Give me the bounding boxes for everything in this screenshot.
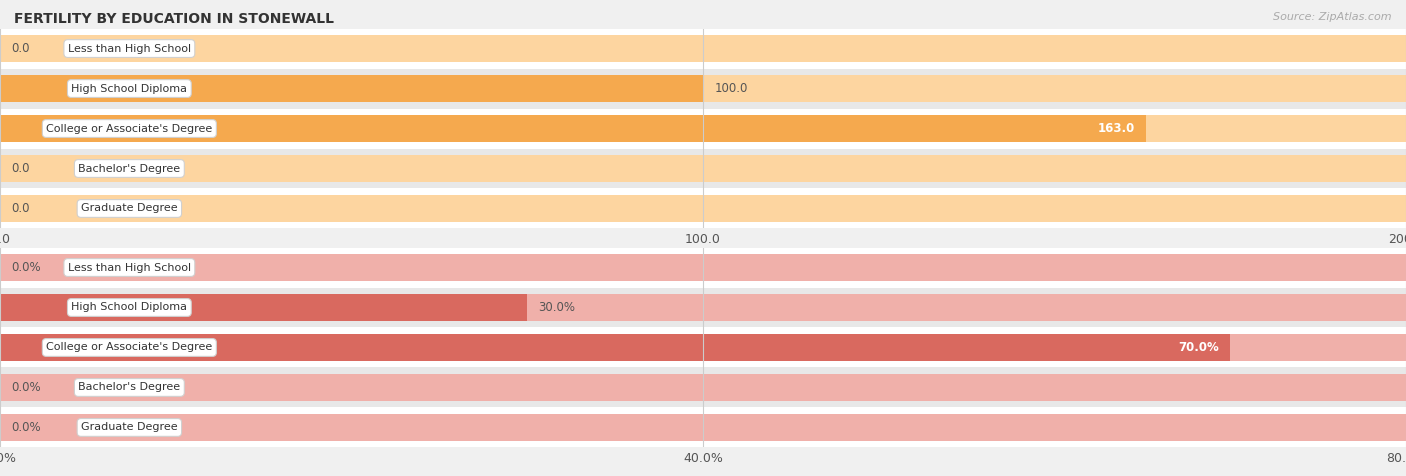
Text: 0.0: 0.0 (11, 162, 30, 175)
Text: 0.0%: 0.0% (11, 381, 41, 394)
Bar (0, 35, 1406, 62)
Bar (0, 115, 1406, 142)
Bar (0, 195, 1406, 222)
Text: FERTILITY BY EDUCATION IN STONEWALL: FERTILITY BY EDUCATION IN STONEWALL (14, 12, 335, 26)
Bar (0, 294, 1406, 321)
Text: College or Associate's Degree: College or Associate's Degree (46, 342, 212, 353)
Bar (0, 248, 1406, 288)
Bar (0, 367, 1406, 407)
Bar (0, 334, 1406, 361)
Text: Graduate Degree: Graduate Degree (82, 422, 177, 433)
Bar (0, 29, 1406, 69)
Bar (0, 254, 1406, 281)
Text: Less than High School: Less than High School (67, 262, 191, 273)
Bar (0, 155, 1406, 182)
Bar (0, 109, 1406, 149)
Text: 163.0: 163.0 (1098, 122, 1135, 135)
Bar (0, 188, 1406, 228)
Bar (0, 69, 1406, 109)
Text: Source: ZipAtlas.com: Source: ZipAtlas.com (1274, 12, 1392, 22)
Bar (0, 407, 1406, 447)
Text: College or Associate's Degree: College or Associate's Degree (46, 123, 212, 134)
Bar (0, 294, 527, 321)
Bar (0, 414, 1406, 441)
Bar (0, 149, 1406, 188)
Bar (0, 327, 1406, 367)
Text: Less than High School: Less than High School (67, 43, 191, 54)
Bar (0, 374, 1406, 401)
Text: Bachelor's Degree: Bachelor's Degree (79, 163, 180, 174)
Bar (0, 75, 1406, 102)
Text: 70.0%: 70.0% (1178, 341, 1219, 354)
Bar (0, 115, 1146, 142)
Bar (0, 75, 703, 102)
Text: 30.0%: 30.0% (538, 301, 575, 314)
Bar (0, 334, 1230, 361)
Text: High School Diploma: High School Diploma (72, 83, 187, 94)
Text: 0.0%: 0.0% (11, 421, 41, 434)
Text: Graduate Degree: Graduate Degree (82, 203, 177, 214)
Text: 0.0: 0.0 (11, 42, 30, 55)
Text: 0.0: 0.0 (11, 202, 30, 215)
Text: 0.0%: 0.0% (11, 261, 41, 274)
Bar (0, 288, 1406, 327)
Text: High School Diploma: High School Diploma (72, 302, 187, 313)
Text: Bachelor's Degree: Bachelor's Degree (79, 382, 180, 393)
Text: 100.0: 100.0 (714, 82, 748, 95)
